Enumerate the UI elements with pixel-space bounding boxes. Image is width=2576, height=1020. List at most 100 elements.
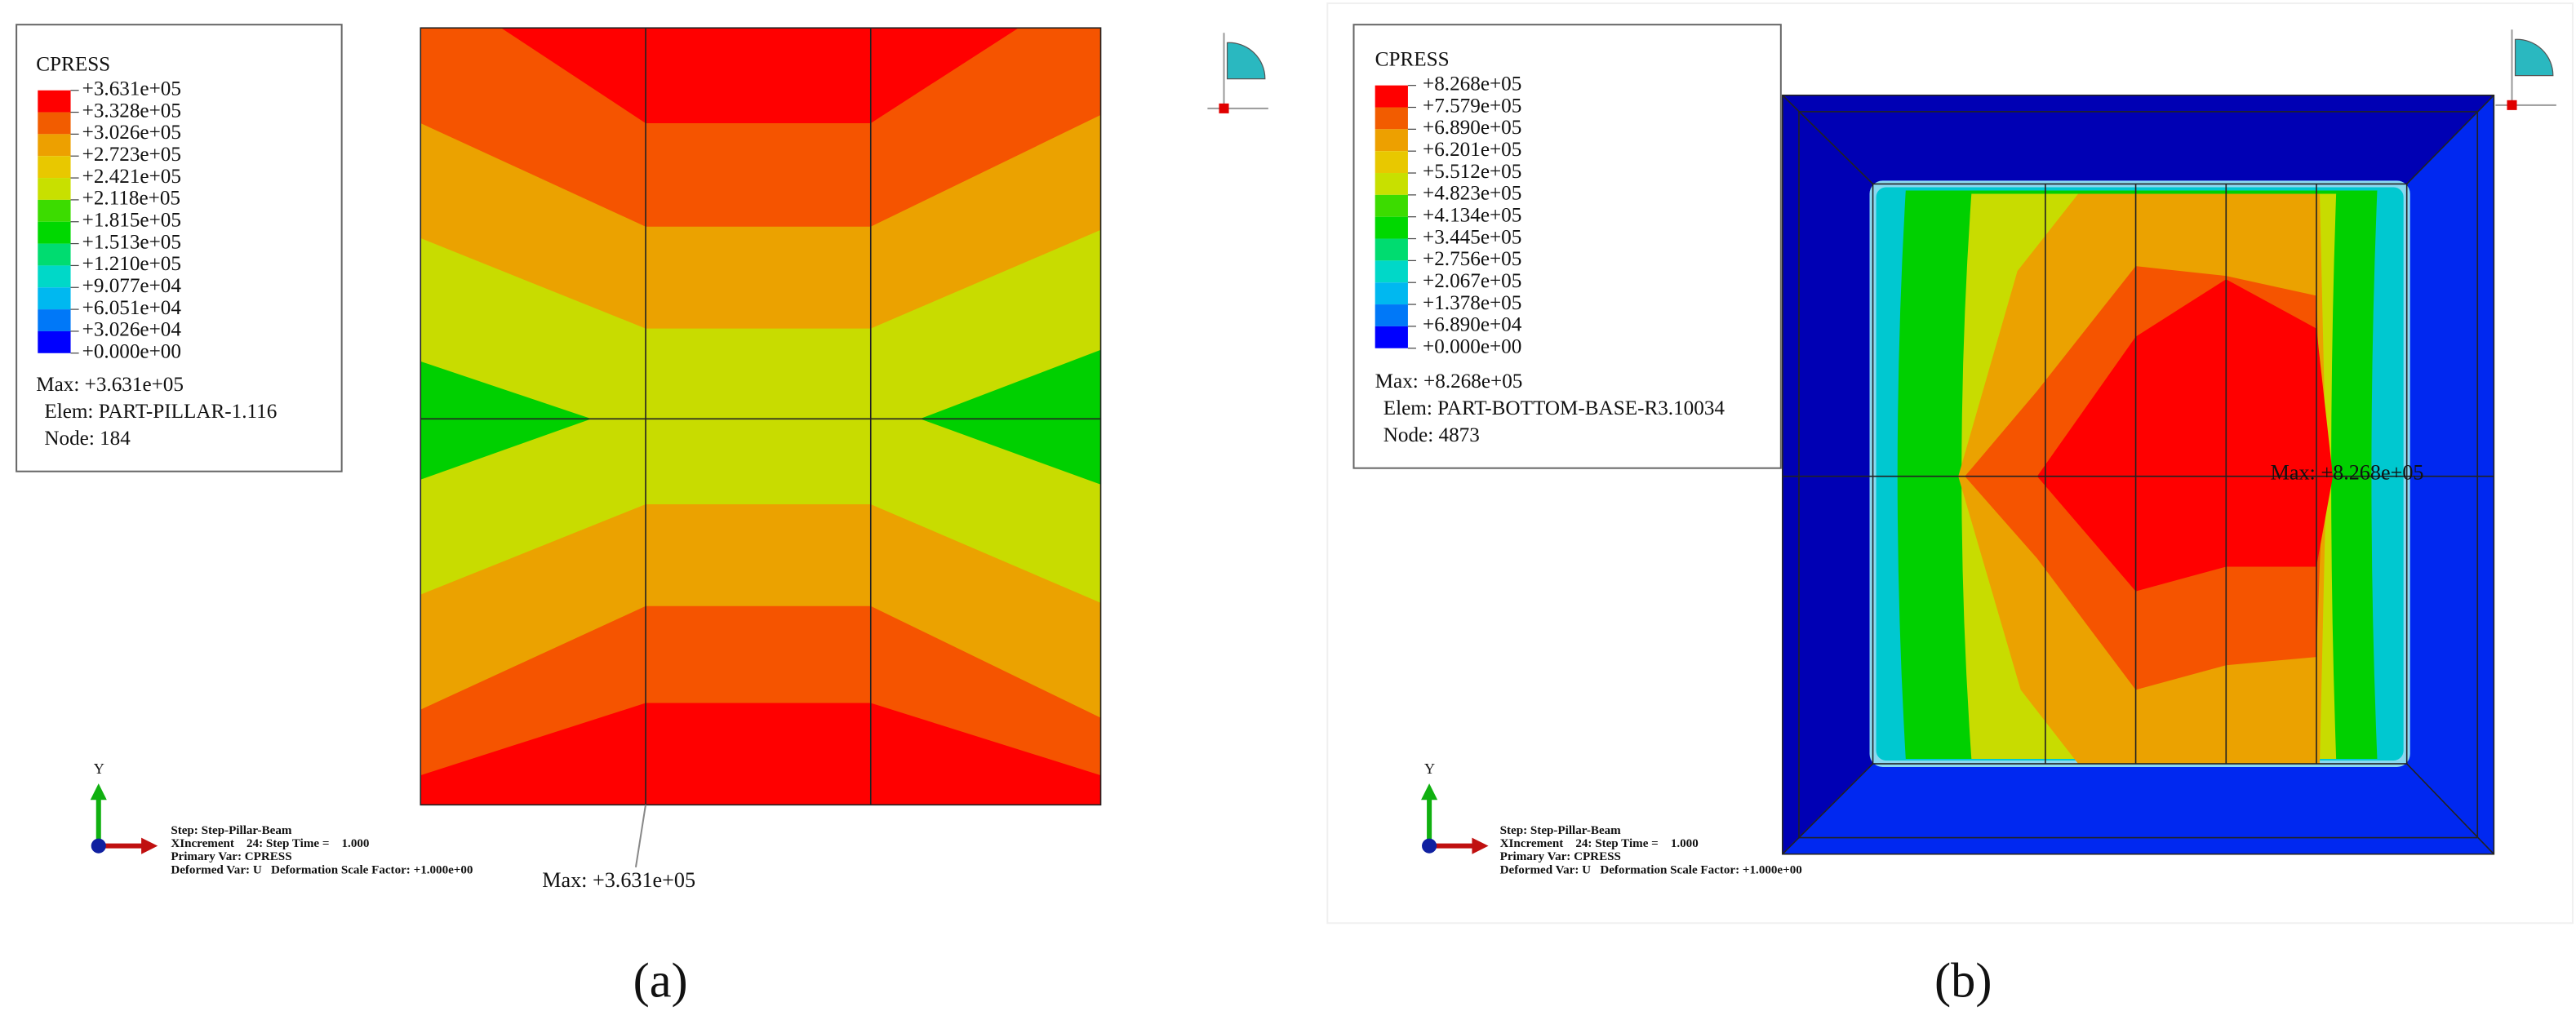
summary-line: Node: 4873 xyxy=(1383,424,1480,446)
step-info: Primary Var: CPRESS xyxy=(1500,850,1621,863)
triad-y-head xyxy=(90,783,107,800)
step-info: Step: Step-Pillar-Beam xyxy=(1500,824,1622,837)
legend-label: +3.445e+05 xyxy=(1423,226,1521,248)
legend-swatch xyxy=(1375,194,1408,217)
legend-swatch xyxy=(38,178,71,200)
legend-swatch xyxy=(1375,151,1408,174)
summary-line: Elem: PART-PILLAR-1.116 xyxy=(44,401,277,423)
legend-label: +4.823e+05 xyxy=(1423,183,1521,205)
contour-b xyxy=(1782,94,2495,855)
legend-label: +2.067e+05 xyxy=(1423,270,1521,292)
legend-label: +3.026e+04 xyxy=(82,319,182,341)
mesh-line xyxy=(1782,95,1874,185)
legend-label: +2.118e+05 xyxy=(82,188,180,210)
view-icon xyxy=(1207,33,1268,113)
step-info: Deformed Var: U Deformation Scale Factor… xyxy=(171,863,473,876)
step-info: Step: Step-Pillar-Beam xyxy=(171,824,292,837)
contour-a xyxy=(420,27,1102,867)
legend-swatch xyxy=(1375,304,1408,326)
icon-origin xyxy=(1219,103,1229,113)
legend-label: +6.051e+04 xyxy=(82,297,182,319)
triad-x-head xyxy=(1472,837,1489,854)
caption: (a) xyxy=(633,954,688,1009)
triad-origin xyxy=(91,838,106,854)
legend-label: +5.512e+05 xyxy=(1423,161,1521,183)
legend-label: +6.890e+05 xyxy=(1423,117,1521,139)
legend-label: +3.026e+05 xyxy=(82,122,181,144)
step-info: XIncrement 24: Step Time = 1.000 xyxy=(171,837,369,850)
legend-swatch xyxy=(1375,260,1408,283)
legend-label: +2.756e+05 xyxy=(1423,248,1521,270)
legend-swatch xyxy=(1375,216,1408,239)
icon-origin xyxy=(2507,100,2517,110)
legend-swatch xyxy=(1375,107,1408,130)
triad-y-head xyxy=(1421,783,1438,800)
legend-title: CPRESS xyxy=(36,53,110,75)
legend-swatch xyxy=(1375,129,1408,152)
legend-label: +0.000e+00 xyxy=(82,341,181,363)
legend-swatch xyxy=(1375,173,1408,195)
outline xyxy=(1782,94,2495,855)
legend-title: CPRESS xyxy=(1375,48,1450,70)
legend-swatch xyxy=(38,243,71,266)
triad-x-head xyxy=(141,837,158,854)
view-icon xyxy=(2495,29,2556,110)
legend-swatch xyxy=(38,265,71,288)
triad-label: Y xyxy=(94,761,104,777)
mesh-line xyxy=(1782,763,1874,855)
frame xyxy=(1782,95,2494,854)
max-annotation: Max: +8.268e+05 xyxy=(2271,461,2424,485)
summary-line: Node: 184 xyxy=(44,428,131,450)
band xyxy=(420,361,592,480)
legend-label: +8.268e+05 xyxy=(1423,73,1521,95)
legend-swatch xyxy=(1375,282,1408,305)
legend-label: +1.815e+05 xyxy=(82,210,181,232)
legend-label: +1.378e+05 xyxy=(1423,292,1521,314)
legend-swatch xyxy=(38,287,71,310)
legend-label: +1.513e+05 xyxy=(82,231,181,253)
outline xyxy=(420,27,1102,806)
triad-label: Y xyxy=(1424,761,1435,777)
band xyxy=(420,703,1101,805)
mesh xyxy=(1782,94,2495,855)
step-info: Primary Var: CPRESS xyxy=(171,850,291,863)
mesh-line xyxy=(2406,95,2494,185)
icon-quadrant xyxy=(1226,42,1266,80)
legend-swatch xyxy=(38,330,71,353)
legend-swatch xyxy=(1375,326,1408,348)
legend-label: +9.077e+04 xyxy=(82,275,182,297)
legend-swatch xyxy=(38,112,71,135)
legend-label: +2.421e+05 xyxy=(82,166,181,188)
legend-swatch xyxy=(1375,238,1408,261)
icon-quadrant xyxy=(2514,38,2554,77)
band xyxy=(2036,279,2334,592)
legend-label: +1.210e+05 xyxy=(82,253,181,275)
legend-swatch xyxy=(38,134,71,157)
legend-label: +3.328e+05 xyxy=(82,100,181,122)
step-info: Deformed Var: U Deformation Scale Factor… xyxy=(1500,863,1802,876)
max-annotation: Max: +3.631e+05 xyxy=(542,868,695,892)
legend-label: +6.890e+04 xyxy=(1423,314,1522,336)
legend-label: +0.000e+00 xyxy=(1423,336,1521,358)
caption: (b) xyxy=(1934,954,1992,1009)
legend-swatch xyxy=(38,199,71,222)
legend-label: +4.134e+05 xyxy=(1423,204,1521,226)
band xyxy=(500,28,1019,123)
summary-line: Elem: PART-BOTTOM-BASE-R3.10034 xyxy=(1383,397,1725,419)
legend-swatch xyxy=(38,309,71,331)
step-info: XIncrement 24: Step Time = 1.000 xyxy=(1500,837,1699,850)
legend-label: +7.579e+05 xyxy=(1423,95,1521,117)
legend-box xyxy=(1352,24,1782,469)
legend-swatch xyxy=(38,156,71,179)
mesh-line xyxy=(1872,183,2408,765)
legend-swatch xyxy=(1375,85,1408,108)
legend-label: +3.631e+05 xyxy=(82,78,181,100)
panel-border xyxy=(1326,2,2574,925)
summary-line: Max: +8.268e+05 xyxy=(1375,370,1523,392)
band xyxy=(920,349,1101,485)
legend-swatch xyxy=(38,90,71,113)
legend-label: +6.201e+05 xyxy=(1423,139,1521,161)
triad-origin xyxy=(1422,838,1437,854)
